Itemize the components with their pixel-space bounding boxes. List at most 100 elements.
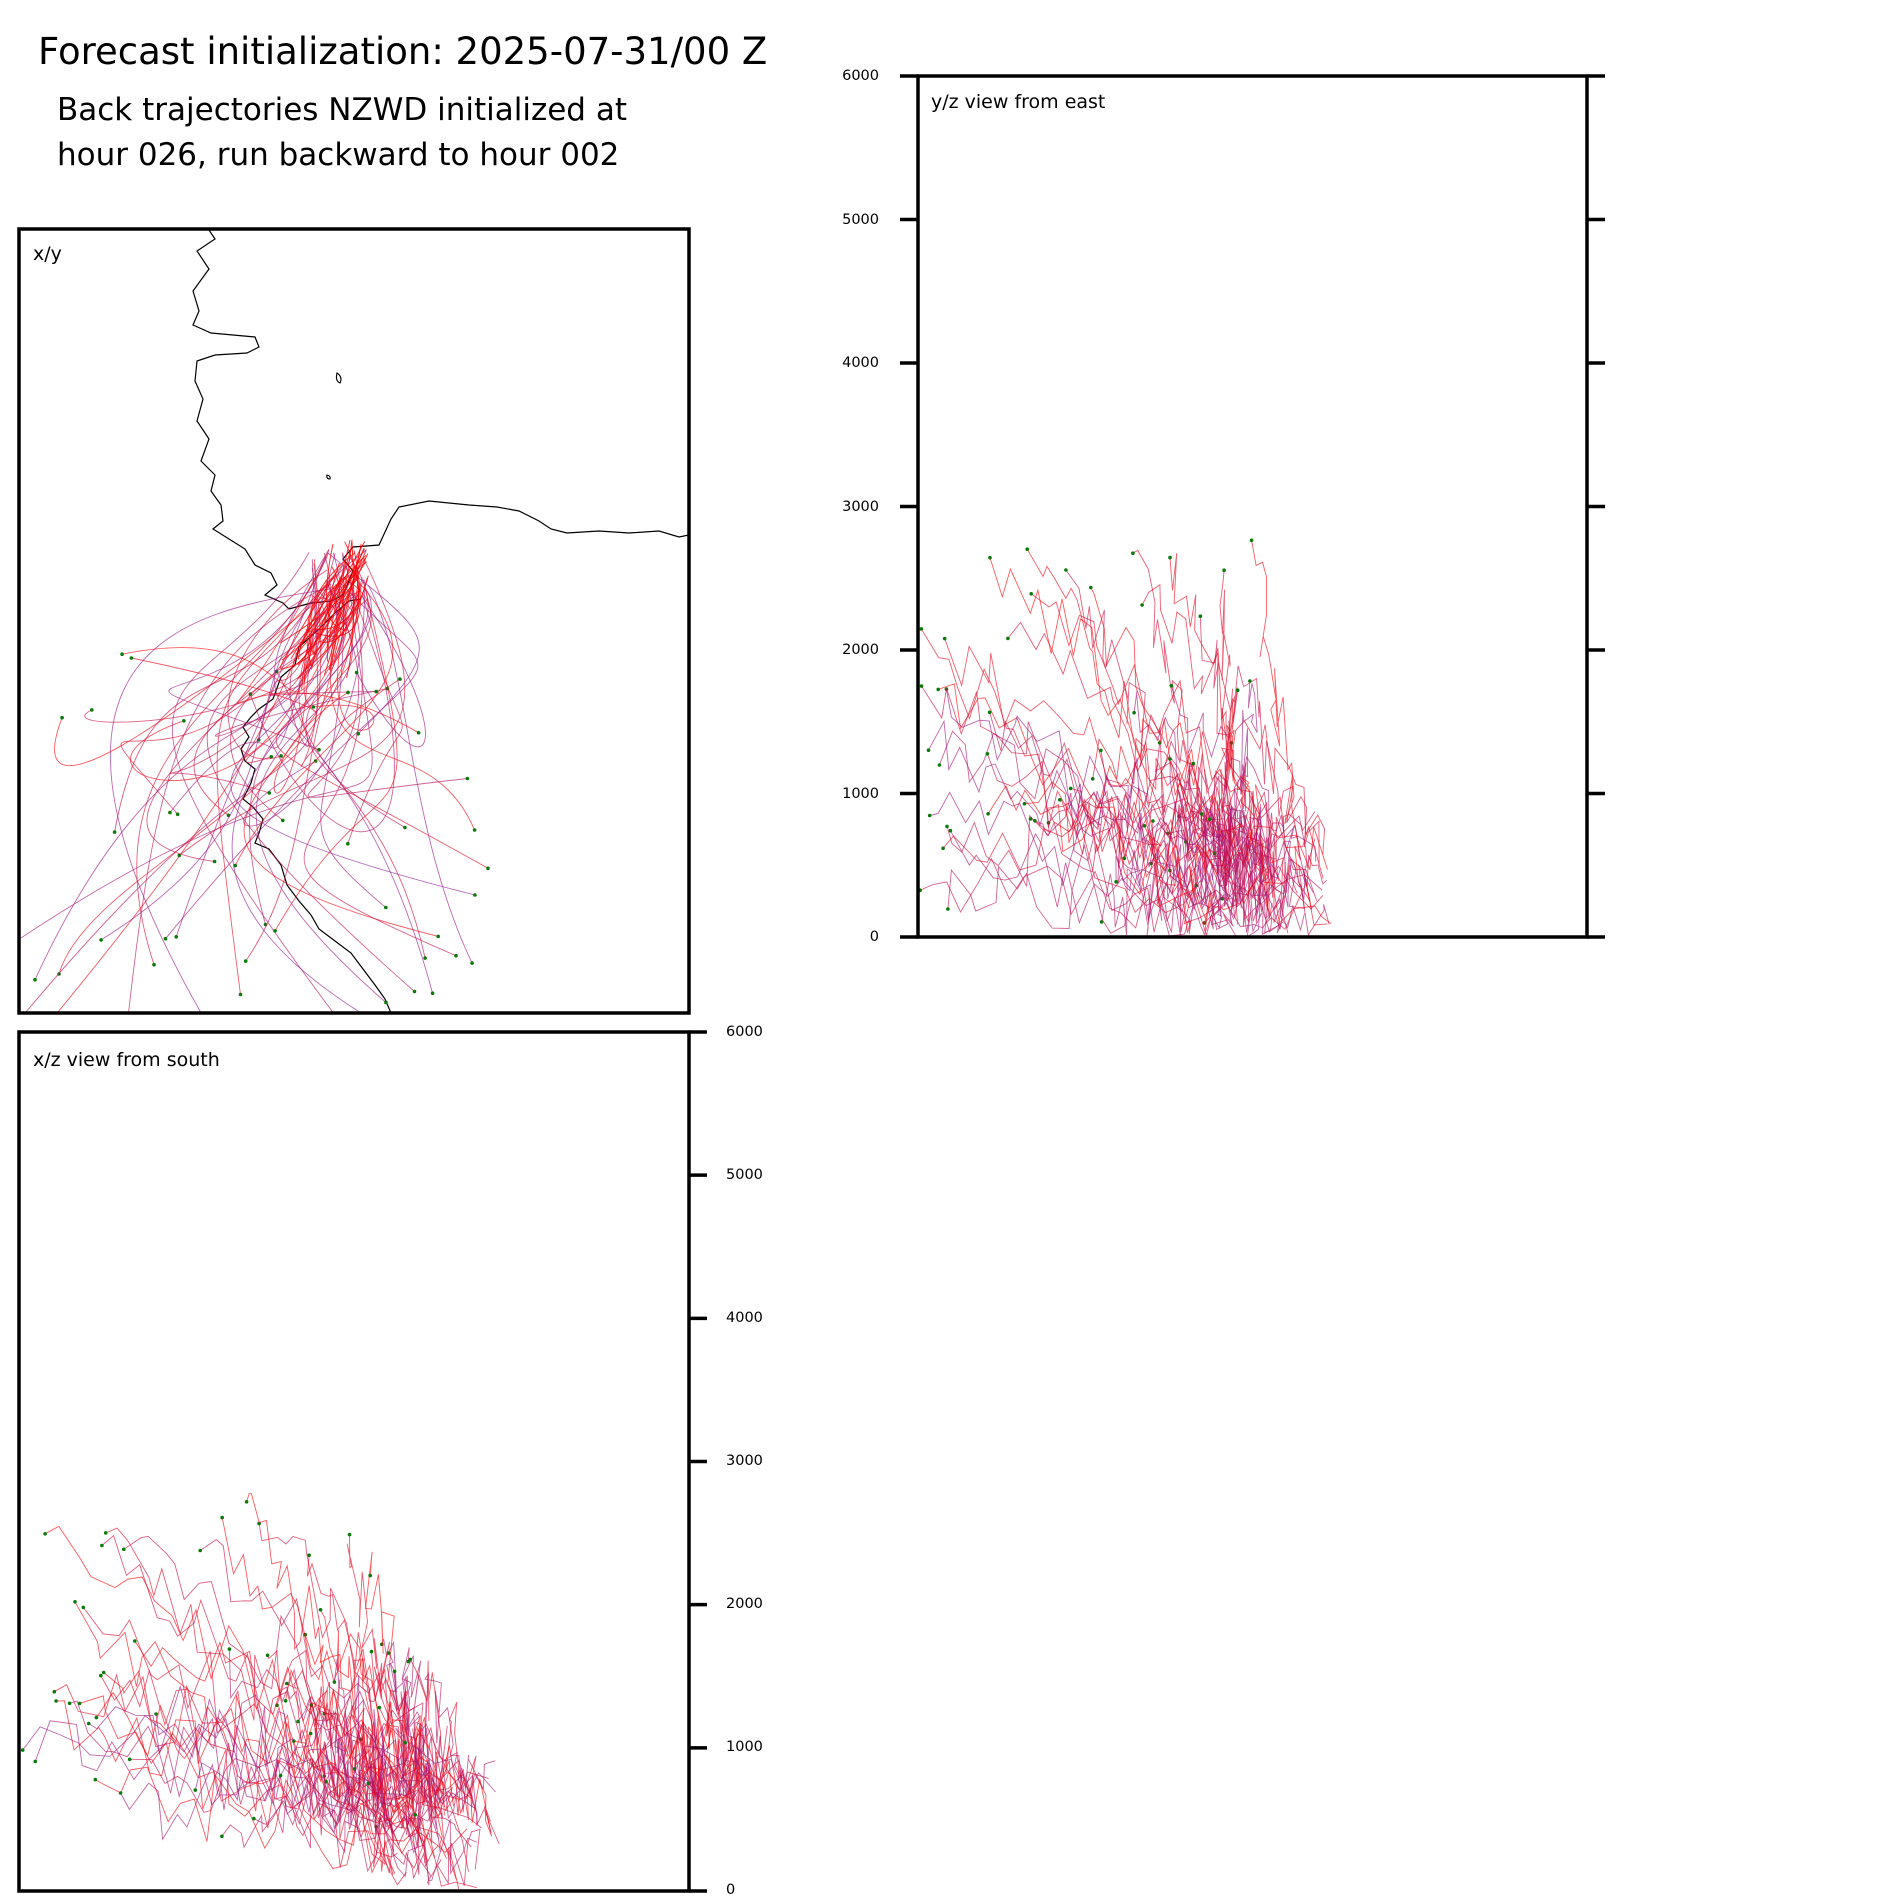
yz-trajectory-line (1169, 758, 1283, 930)
yz-trajectory-endpoint (1169, 683, 1174, 688)
trajectory-endpoint (454, 953, 458, 958)
xz-trajectory-line (394, 1671, 420, 1848)
yz-trajectory-endpoint (941, 846, 945, 851)
yz-trajectory-line (989, 557, 1280, 882)
xz-trajectory-line (371, 1651, 500, 1845)
yz-trajectory-endpoint (987, 710, 992, 715)
xz-trajectory-endpoint (227, 1647, 232, 1651)
trajectory-endpoint (163, 936, 168, 941)
trajectory-line (304, 557, 366, 682)
xz-panel-frame (17, 1030, 691, 1893)
trajectory-endpoint (279, 754, 283, 758)
xz-trajectory-endpoint (99, 1673, 103, 1678)
trajectory-endpoint (238, 992, 243, 997)
yz-trajectory-line (1065, 569, 1222, 869)
yz-trajectory-endpoint (942, 636, 947, 641)
yz-panel-label: y/z view from east (931, 91, 1106, 113)
yz-trajectory-line (1170, 685, 1308, 887)
trajectory-endpoint (472, 828, 477, 832)
yz-trajectory-endpoint (1168, 757, 1172, 761)
trajectory-endpoint (403, 825, 407, 830)
trajectory-endpoint (346, 841, 350, 846)
trajectory-line (114, 598, 314, 833)
trajectory-line (100, 549, 367, 941)
xz-trajectory-endpoint (296, 1719, 300, 1724)
trajectory-line (109, 588, 330, 1013)
trajectory-endpoint (182, 719, 186, 723)
trajectory-endpoint (384, 905, 388, 910)
yz-trajectory-line (1120, 798, 1262, 882)
xz-trajectory-line (293, 1722, 455, 1811)
xz-tick-label: 6000 (726, 1024, 763, 1040)
trajectory-endpoint (486, 866, 490, 871)
trajectory-line (308, 575, 335, 655)
trajectory-endpoint (416, 730, 421, 735)
trajectory-endpoint (430, 991, 435, 995)
yz-trajectory-endpoint (1122, 856, 1127, 861)
xz-trajectory-endpoint (220, 1834, 224, 1839)
xy-trajectory-plot (19, 229, 689, 1013)
xz-trajectory-line (306, 1555, 457, 1880)
yz-trajectory-endpoint (1099, 920, 1104, 924)
yz-trajectory-endpoint (1068, 786, 1073, 791)
yz-tick-label: 0 (869, 929, 879, 945)
yz-trajectory-line (1169, 808, 1263, 891)
trajectory-line (146, 586, 346, 862)
xz-trajectory-endpoint (86, 1721, 91, 1726)
xz-trajectory-line (56, 1700, 423, 1842)
xy-panel-label: x/y (33, 243, 62, 265)
xz-trajectory-line (409, 1659, 493, 1837)
xz-trajectory-line (123, 1535, 477, 1812)
yz-trajectory-endpoint (937, 763, 942, 767)
xz-trajectory-endpoint (285, 1681, 289, 1686)
trajectory-line (297, 561, 367, 666)
trajectory-endpoint (60, 715, 64, 720)
yz-trajectory-line (945, 689, 1234, 854)
yz-tick-label: 5000 (842, 212, 879, 228)
yz-trajectory-line (1101, 863, 1228, 937)
yz-trajectory-line (928, 719, 1225, 910)
xz-tick-label: 0 (726, 1882, 736, 1898)
xz-trajectory-endpoint (103, 1531, 108, 1535)
xz-trajectory-endpoint (408, 1657, 413, 1662)
trajectory-line (280, 543, 362, 670)
trajectory-line (306, 552, 355, 667)
yz-trajectory-line (921, 685, 1243, 831)
yz-trajectory-endpoint (1208, 817, 1212, 821)
trajectory-line (175, 557, 326, 937)
yz-trajectory-line (1034, 789, 1262, 868)
yz-trajectory-endpoint (1025, 547, 1029, 551)
trajectory-line (280, 575, 360, 644)
xz-trajectory-plot (20, 1493, 500, 1890)
yz-trajectory-endpoint (1089, 585, 1093, 590)
yz-trajectory-endpoint (985, 752, 990, 756)
yz-trajectory-endpoint (1006, 636, 1010, 641)
xz-trajectory-endpoint (100, 1543, 104, 1548)
xz-trajectory-endpoint (33, 1759, 38, 1764)
trajectory-line (165, 580, 419, 939)
xz-trajectory-endpoint (101, 1670, 106, 1675)
yz-trajectory-endpoint (1033, 819, 1037, 823)
figure-title: Forecast initialization: 2025-07-31/00 Z (38, 30, 768, 73)
trajectory-endpoint (273, 929, 277, 933)
trajectory-line (275, 577, 489, 869)
xz-tick-label: 3000 (726, 1453, 763, 1469)
xz-trajectory-endpoint (93, 1777, 98, 1782)
xz-trajectory-endpoint (347, 1532, 352, 1537)
trajectory-endpoint (120, 652, 124, 656)
trajectory-line (231, 587, 372, 1013)
xz-trajectory-endpoint (392, 1669, 397, 1674)
xz-tick-label: 2000 (726, 1596, 763, 1612)
trajectory-endpoint (374, 689, 379, 694)
xz-trajectory-line (346, 1534, 418, 1810)
trajectory-line (245, 582, 372, 764)
yz-trajectory-endpoint (919, 684, 924, 688)
yz-trajectory-line (920, 628, 1214, 937)
yz-trajectory-line (986, 753, 1324, 910)
yz-trajectory-endpoint (1140, 603, 1144, 607)
xz-trajectory-endpoint (122, 1547, 126, 1552)
xz-trajectory-line (74, 1601, 435, 1847)
xz-trajectory-endpoint (283, 1699, 288, 1703)
trajectory-endpoint (212, 859, 217, 864)
trajectory-endpoint (311, 705, 316, 709)
